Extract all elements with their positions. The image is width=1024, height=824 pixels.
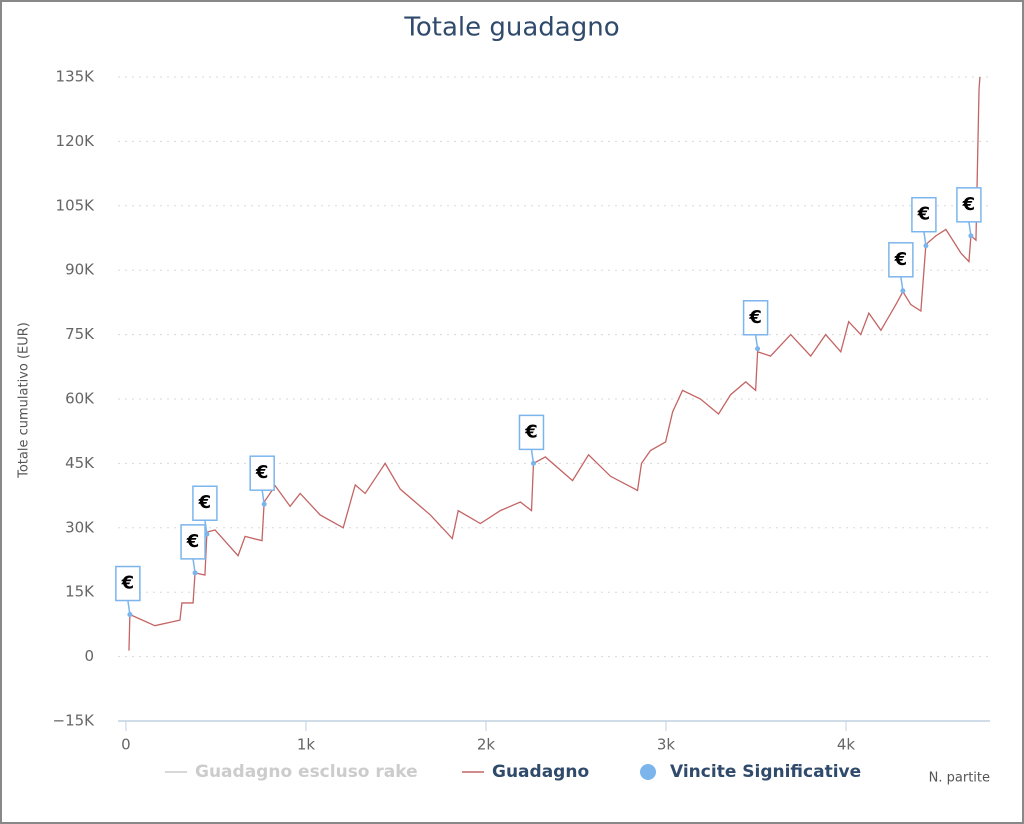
y-axis-title: Totale cumulativo (EUR)	[17, 322, 32, 479]
flag-box	[115, 565, 141, 602]
flag-label: €	[198, 492, 212, 513]
y-tick-label: 120K	[56, 132, 96, 150]
x-tick-label: 0	[121, 736, 131, 754]
legend-label: Vincite Significative	[670, 762, 861, 782]
flag-label: €	[917, 204, 931, 225]
flag-box	[518, 414, 545, 451]
legend-label: Guadagno	[492, 762, 589, 782]
legend-item[interactable]: Vincite Significative	[640, 762, 861, 782]
flag-box	[911, 196, 937, 233]
x-axis-title: N. partite	[929, 771, 990, 786]
win-point	[530, 460, 536, 466]
win-point	[192, 570, 198, 576]
flag-box	[956, 187, 982, 223]
legend-marker	[640, 764, 656, 780]
flag-label: €	[255, 462, 269, 483]
flag-label: €	[524, 421, 538, 442]
legend-item[interactable]: Guadagno	[462, 762, 589, 782]
flag-label: €	[186, 531, 200, 552]
flag-box	[888, 242, 914, 278]
y-tick-label: 60K	[65, 390, 95, 408]
flag-box	[192, 485, 218, 521]
flag-label: €	[748, 307, 762, 328]
win-point	[968, 233, 974, 239]
win-point	[127, 612, 133, 618]
flag-label: €	[962, 194, 976, 215]
flag-label: €	[121, 573, 135, 594]
y-tick-label: 15K	[65, 583, 95, 601]
y-tick-label: 45K	[65, 454, 95, 472]
y-tick-label: 90K	[65, 261, 95, 279]
win-point	[755, 346, 761, 352]
win-point	[261, 501, 267, 507]
y-tick-label: 30K	[65, 518, 95, 536]
y-tick-label: 0	[84, 647, 94, 665]
y-tick-label: −15K	[53, 712, 96, 730]
flag-label: €	[894, 249, 908, 270]
flag-box	[249, 455, 275, 491]
profit-line	[128, 76, 981, 651]
flag-box	[180, 524, 206, 560]
legend-label: Guadagno escluso rake	[195, 762, 418, 782]
x-tick-label: 2k	[477, 736, 496, 754]
y-tick-label: 135K	[56, 68, 96, 86]
x-tick-label: 3k	[657, 736, 676, 754]
x-tick-label: 4k	[837, 736, 856, 754]
x-tick-label: 1k	[297, 736, 316, 754]
y-tick-label: 75K	[65, 325, 95, 343]
win-point	[923, 243, 929, 249]
chart-title: Totale guadagno	[403, 13, 619, 43]
y-tick-label: 105K	[56, 196, 96, 214]
flag-box	[742, 300, 769, 336]
win-point	[204, 531, 210, 537]
win-point	[900, 288, 906, 294]
legend-item[interactable]: Guadagno escluso rake	[165, 762, 418, 782]
